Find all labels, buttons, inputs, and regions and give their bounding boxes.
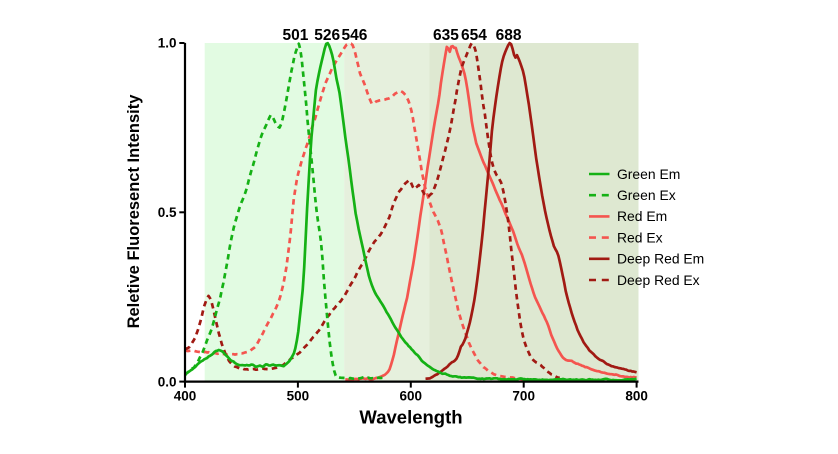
svg-text:Deep Red Ex: Deep Red Ex <box>617 272 700 288</box>
svg-text:688: 688 <box>496 27 522 44</box>
svg-text:635: 635 <box>433 27 459 44</box>
svg-text:600: 600 <box>400 389 423 404</box>
svg-text:0.0: 0.0 <box>158 374 177 389</box>
svg-text:654: 654 <box>461 27 487 44</box>
svg-text:Green Ex: Green Ex <box>617 187 676 203</box>
svg-text:Reletive Fluoresenct Intensity: Reletive Fluoresenct Intensity <box>125 94 143 329</box>
svg-text:Wavelength: Wavelength <box>359 407 462 428</box>
svg-text:Green Em: Green Em <box>617 166 680 182</box>
svg-text:1.0: 1.0 <box>158 36 177 51</box>
svg-text:700: 700 <box>512 389 535 404</box>
svg-text:526: 526 <box>314 27 340 44</box>
svg-text:0.5: 0.5 <box>158 205 177 220</box>
svg-text:500: 500 <box>287 389 310 404</box>
svg-text:400: 400 <box>174 389 197 404</box>
svg-text:Red Em: Red Em <box>617 208 667 224</box>
svg-text:Deep Red Em: Deep Red Em <box>617 251 704 267</box>
svg-text:546: 546 <box>341 27 367 44</box>
svg-text:800: 800 <box>625 389 648 404</box>
svg-text:501: 501 <box>282 27 308 44</box>
svg-text:Red Ex: Red Ex <box>617 229 663 245</box>
